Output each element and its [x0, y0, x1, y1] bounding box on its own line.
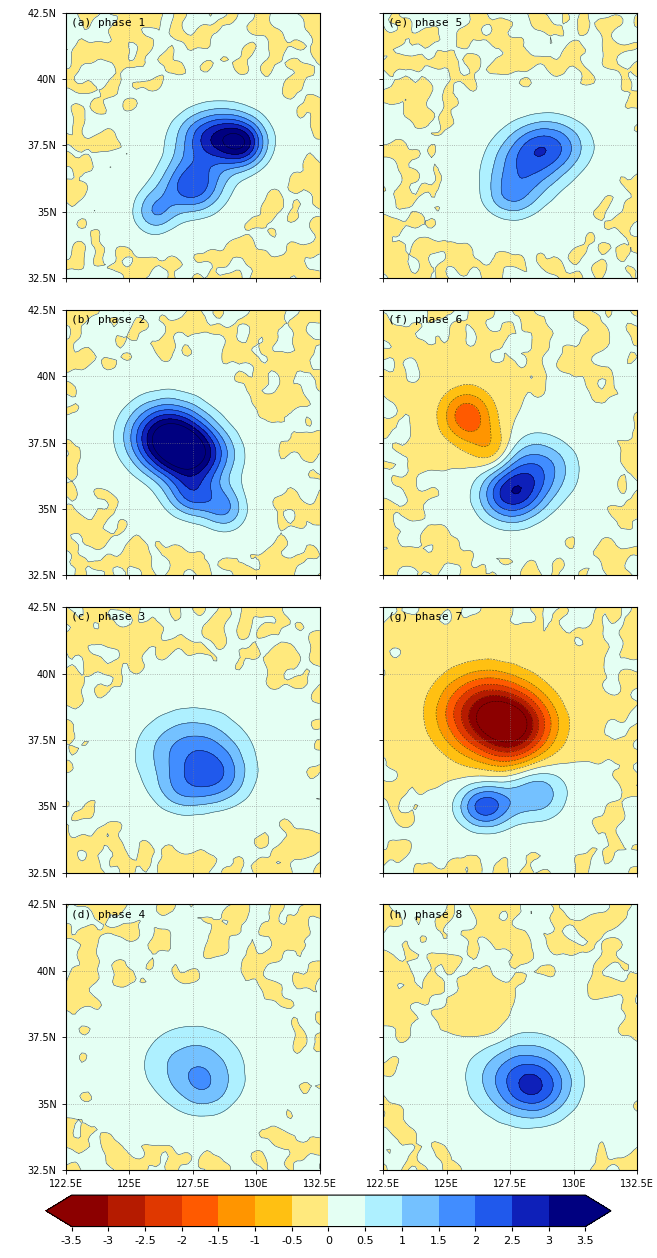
- Text: (b) phase 2: (b) phase 2: [71, 316, 145, 325]
- PathPatch shape: [585, 1195, 611, 1227]
- Text: (a) phase 1: (a) phase 1: [71, 18, 145, 28]
- Text: (f) phase 6: (f) phase 6: [388, 316, 463, 325]
- Text: (c) phase 3: (c) phase 3: [71, 613, 145, 623]
- Text: (g) phase 7: (g) phase 7: [388, 613, 463, 623]
- Text: (d) phase 4: (d) phase 4: [71, 910, 145, 920]
- Text: (h) phase 8: (h) phase 8: [388, 910, 463, 920]
- Text: (e) phase 5: (e) phase 5: [388, 18, 463, 28]
- PathPatch shape: [46, 1195, 72, 1227]
